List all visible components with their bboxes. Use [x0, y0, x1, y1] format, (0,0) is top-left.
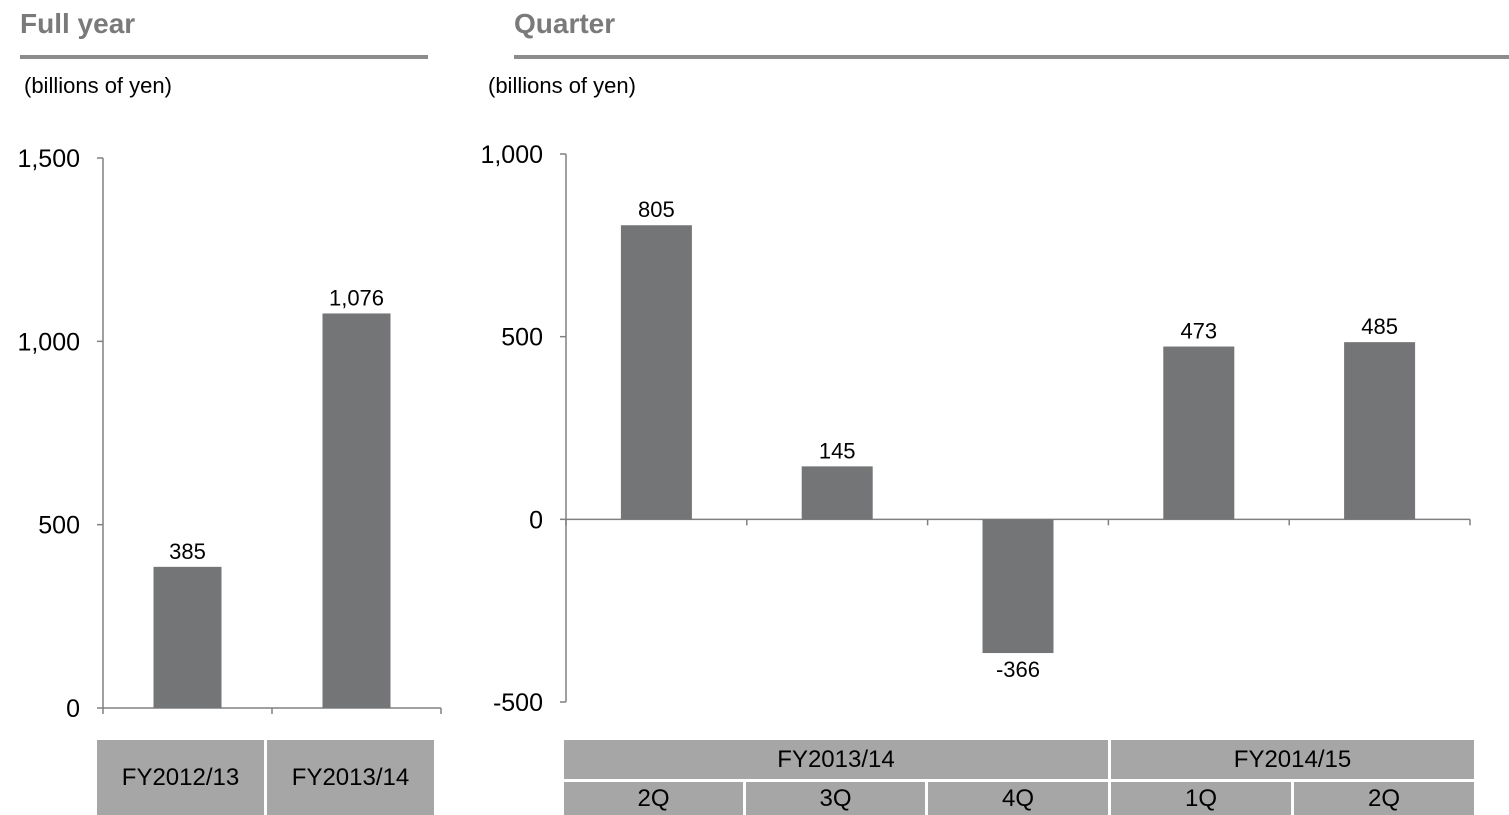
quarter-y-tick-label: 1,000	[480, 141, 543, 169]
quarter-group-cell-1: FY2014/15	[1111, 740, 1474, 779]
full_year-data-label: 1,076	[329, 285, 384, 310]
quarter-bar	[1163, 346, 1235, 520]
full-year-category-cell-0: FY2012/13	[97, 740, 264, 815]
full_year-bar	[153, 566, 222, 708]
quarter-data-label: 145	[819, 438, 856, 463]
full-year-title: Full year	[20, 8, 136, 39]
full_year-y-tick-label: 500	[38, 512, 80, 540]
full_year-data-label: 385	[169, 539, 206, 564]
quarter-bar	[801, 466, 873, 520]
quarter-category-cell-3: 1Q	[1111, 782, 1291, 815]
quarter-title: Quarter	[514, 8, 616, 39]
full_year-y-tick-label: 0	[66, 695, 80, 723]
quarter-data-label: 805	[638, 197, 675, 222]
full_year-bar	[322, 313, 391, 708]
quarter-category-cell-4: 2Q	[1294, 782, 1474, 815]
quarter-group-cell-0: FY2013/14	[564, 740, 1108, 779]
full_year-y-tick-label: 1,500	[17, 145, 80, 173]
quarter-bar	[982, 519, 1054, 654]
quarter-data-label: 485	[1361, 314, 1398, 339]
quarter-y-tick-label: 500	[501, 324, 543, 352]
quarter-bar	[1344, 342, 1416, 520]
full-year-units: (billions of yen)	[24, 73, 172, 98]
quarter-data-label: 473	[1180, 319, 1217, 344]
quarter-units: (billions of yen)	[488, 73, 636, 98]
quarter-y-tick-label: -500	[493, 689, 543, 717]
quarter-data-label: -366	[996, 657, 1040, 682]
quarter-category-cell-2: 4Q	[928, 782, 1108, 815]
quarter-category-cell-0: 2Q	[564, 782, 743, 815]
quarter-bar	[620, 225, 692, 520]
quarter-y-tick-label: 0	[529, 506, 543, 534]
quarter-rule	[514, 55, 1509, 59]
full_year-y-tick-label: 1,000	[17, 328, 80, 356]
full-year-rule	[20, 55, 428, 59]
quarter-category-cell-1: 3Q	[746, 782, 925, 815]
full-year-category-cell-1: FY2013/14	[267, 740, 434, 815]
